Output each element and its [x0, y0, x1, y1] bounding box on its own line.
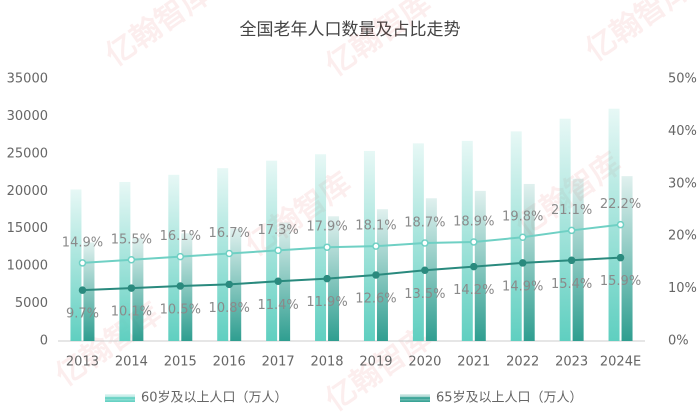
- value-label: 18.7%: [404, 216, 445, 231]
- y2-tick-label: 20%: [668, 229, 697, 244]
- x-tick-label: 2022: [506, 355, 539, 370]
- value-label: 18.1%: [355, 219, 396, 234]
- marker: [323, 274, 331, 283]
- marker: [567, 256, 576, 265]
- value-label: 17.3%: [257, 223, 298, 238]
- y-tick-label: 35000: [7, 72, 48, 87]
- y-tick-label: 10000: [7, 259, 48, 274]
- marker: [274, 277, 282, 286]
- line: [82, 256, 621, 292]
- watermark: 亿翰智库: [579, 0, 697, 69]
- value-label: 19.8%: [502, 210, 543, 225]
- value-label: 15.9%: [600, 274, 641, 289]
- bar: [621, 176, 633, 341]
- marker: [372, 271, 380, 279]
- marker: [127, 284, 136, 292]
- marker: [421, 266, 429, 275]
- marker: [127, 256, 136, 264]
- bar: [510, 131, 522, 341]
- marker: [78, 259, 87, 267]
- x-tick-label: 2020: [408, 355, 441, 370]
- marker: [323, 243, 331, 251]
- y-tick-label: 5000: [15, 296, 48, 311]
- x-tick-label: 2016: [213, 355, 246, 370]
- marker: [567, 226, 576, 235]
- y-tick-label: 0: [40, 334, 48, 349]
- value-label: 14.9%: [62, 235, 103, 250]
- bar: [119, 181, 131, 341]
- y2-tick-label: 40%: [668, 124, 697, 139]
- legend-label: 65岁及以上人口（万人）: [436, 391, 583, 406]
- marker: [616, 253, 625, 262]
- value-label: 14.2%: [453, 283, 494, 298]
- y2-tick-label: 0%: [668, 334, 689, 349]
- bar: [181, 233, 193, 341]
- marker: [176, 282, 185, 290]
- y-tick-label: 25000: [7, 146, 48, 161]
- bar: [559, 118, 571, 341]
- value-label: 10.1%: [111, 305, 152, 320]
- line: [82, 223, 621, 264]
- value-label: 10.5%: [160, 302, 201, 317]
- x-tick-label: 2023: [555, 355, 588, 370]
- value-label: 13.5%: [404, 287, 445, 302]
- value-label: 16.1%: [160, 229, 201, 244]
- x-tick-label: 2018: [310, 355, 343, 370]
- marker: [225, 249, 233, 258]
- x-tick-label: 2015: [164, 355, 197, 370]
- value-label: 16.7%: [209, 226, 250, 241]
- marker: [274, 246, 282, 255]
- bar: [461, 140, 473, 341]
- x-tick-label: 2013: [66, 355, 99, 370]
- value-label: 15.5%: [111, 232, 152, 247]
- x-tick-label: 2021: [457, 355, 490, 370]
- watermark: 亿翰智库: [319, 0, 437, 84]
- marker: [176, 252, 185, 261]
- y2-tick-label: 30%: [668, 176, 697, 191]
- value-label: 17.9%: [306, 220, 347, 235]
- marker: [78, 286, 87, 294]
- legend-label: 60岁及以上人口（万人）: [141, 391, 288, 406]
- y2-tick-label: 10%: [668, 281, 697, 296]
- value-label: 14.9%: [502, 279, 543, 294]
- x-tick-label: 2014: [115, 355, 148, 370]
- x-tick-label: 2019: [359, 355, 392, 370]
- y-tick-label: 30000: [7, 109, 48, 124]
- value-label: 18.9%: [453, 214, 494, 229]
- marker: [225, 280, 233, 289]
- value-label: 9.7%: [66, 307, 99, 322]
- marker: [518, 259, 527, 267]
- marker: [421, 239, 429, 247]
- bar: [83, 242, 95, 341]
- marker: [616, 220, 625, 229]
- bar: [412, 143, 424, 341]
- value-label: 11.9%: [306, 295, 347, 310]
- y-tick-label: 15000: [7, 221, 48, 236]
- value-label: 10.8%: [209, 301, 250, 316]
- value-label: 15.4%: [551, 277, 592, 292]
- bar: [70, 189, 82, 341]
- value-label: 11.4%: [257, 298, 298, 313]
- bar: [132, 238, 144, 341]
- marker: [470, 262, 478, 271]
- y-tick-label: 20000: [7, 184, 48, 199]
- y2-tick-label: 50%: [668, 72, 697, 87]
- value-label: 12.6%: [355, 291, 396, 306]
- value-label: 21.1%: [551, 203, 592, 218]
- watermark: 亿翰智库: [99, 0, 217, 74]
- chart-title: 全国老年人口数量及占比走势: [240, 20, 461, 40]
- value-label: 22.2%: [600, 197, 641, 212]
- marker: [372, 242, 380, 250]
- marker: [470, 238, 478, 246]
- x-tick-label: 2017: [262, 355, 295, 370]
- x-tick-label: 2024E: [600, 355, 641, 370]
- marker: [518, 233, 527, 241]
